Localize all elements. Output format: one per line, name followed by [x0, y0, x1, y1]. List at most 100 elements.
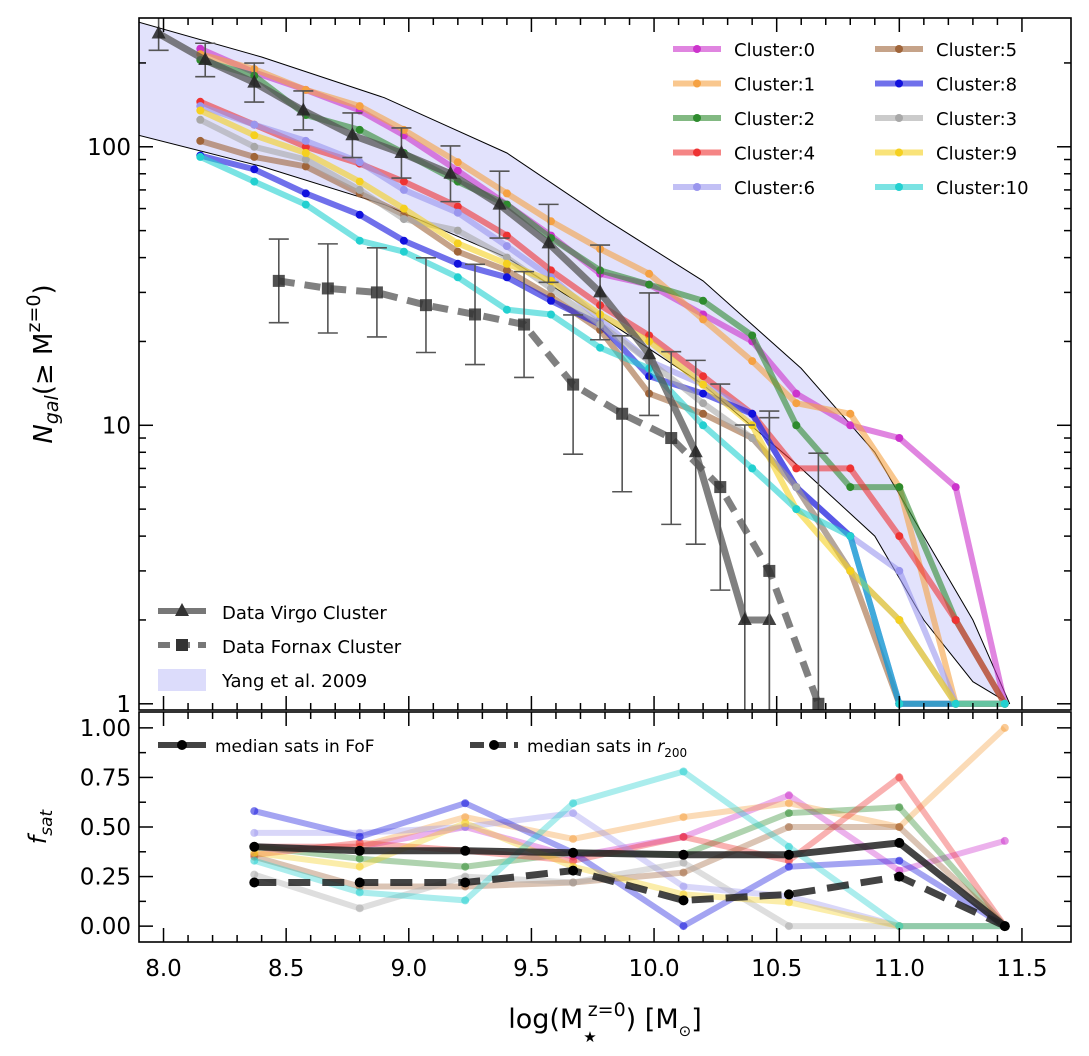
fornax-marker: [321, 282, 334, 295]
point-cluster-10: [951, 699, 960, 708]
fsat-point-cluster-8: [895, 856, 904, 865]
fsat-point-cluster-10: [784, 842, 793, 851]
fornax-line: [278, 277, 822, 706]
virgo-marker: [198, 51, 213, 65]
fsat-point-cluster-8: [784, 862, 793, 871]
point-cluster-4: [399, 177, 408, 186]
bottom-panel: 0.00 0.25 0.50 0.75 1.00 8.0 8.5 9.0 9.5 10.0 10.…: [24, 711, 1072, 982]
point-cluster-0: [846, 421, 855, 430]
fsat-point-cluster-0: [1000, 836, 1009, 845]
median-r200-point: [783, 889, 794, 900]
median-r200-point: [354, 877, 365, 888]
legend-swatch-point: [693, 148, 701, 157]
point-cluster-8: [547, 296, 555, 305]
bottom-ytick-label: 0.00: [80, 914, 131, 940]
fsat-series: [250, 723, 1009, 931]
median-r200-line: [254, 867, 1007, 930]
fornax-marker: [272, 274, 285, 287]
point-cluster-6: [453, 208, 462, 217]
bottom-ylabel: fsat: [24, 808, 57, 844]
point-cluster-3: [250, 142, 259, 151]
legend-swatch-point: [693, 114, 701, 122]
legend-cluster-2: Cluster:2: [673, 109, 815, 130]
top-ytick-labels: 1 10 100: [87, 135, 131, 718]
virgo-marker: [541, 235, 556, 249]
bottom-xtick-label: 8.5: [268, 956, 305, 982]
point-cluster-1: [846, 409, 855, 418]
bottom-xtick-label: 8.0: [145, 956, 182, 982]
median-series: [249, 837, 1010, 932]
point-cluster-9: [502, 259, 511, 268]
legend-label: Cluster:8: [936, 75, 1017, 96]
median-r200-point: [249, 877, 260, 888]
median-fof-line: [254, 839, 1007, 929]
point-cluster-0: [792, 389, 801, 398]
fsat-point-cluster-8: [250, 807, 259, 816]
point-cluster-9: [355, 177, 364, 186]
fornax-marker: [665, 432, 678, 445]
top-ylabel: Ngal(≥ Mz=0): [23, 284, 63, 443]
median-r200: [249, 865, 1010, 932]
point-cluster-2: [645, 280, 654, 289]
point-cluster-8: [399, 236, 408, 245]
bottom-xtick-label: 11.5: [996, 956, 1047, 982]
fsat-point-cluster-8: [461, 799, 470, 808]
bottom-xtick-labels: 8.0 8.5 9.0 9.5 10.0 10.5 11.0 11.5: [145, 956, 1047, 982]
fsat-point-cluster-10: [461, 896, 470, 905]
point-cluster-10: [301, 200, 310, 209]
cluster-legend: Cluster:0 Cluster:5 Cluster:1 Cluster:8 Clus…: [673, 40, 1029, 199]
point-cluster-3: [699, 399, 708, 408]
legend-swatch-point: [895, 79, 903, 88]
fornax-marker: [370, 286, 383, 299]
fsat-point-cluster-4: [679, 832, 688, 841]
fsat-point-cluster-2: [461, 862, 470, 871]
fsat-point-cluster-4: [355, 838, 364, 847]
fsat-point-cluster-3: [355, 904, 364, 913]
observation-legend: Data Virgo Cluster Data Fornax Cluster Y…: [158, 603, 402, 692]
legend-label: Cluster:2: [734, 109, 815, 130]
point-cluster-4: [699, 372, 708, 381]
top-ytick-label: 10: [102, 413, 131, 439]
legend-cluster-3: Cluster:3: [875, 109, 1017, 130]
legend-cluster-1: Cluster:1: [673, 75, 815, 96]
point-cluster-4: [792, 464, 801, 473]
point-cluster-9: [301, 149, 310, 157]
virgo-marker: [642, 346, 657, 360]
fsat-point-cluster-3: [679, 858, 688, 867]
bottom-plot-frame: [138, 711, 1072, 943]
fsat-point-cluster-5: [895, 823, 904, 831]
point-cluster-10: [250, 177, 259, 186]
point-cluster-3: [355, 185, 364, 194]
fornax-marker: [518, 318, 531, 331]
legend-cluster-5: Cluster:5: [875, 40, 1017, 61]
legend-swatch-point: [693, 79, 701, 88]
point-cluster-1: [355, 102, 364, 111]
legend-yang: Yang et al. 2009: [158, 669, 367, 692]
point-cluster-0: [951, 483, 960, 492]
top-axis-ticks: [139, 18, 1071, 710]
point-cluster-3: [301, 155, 310, 164]
bottom-ytick-labels: 0.00 0.25 0.50 0.75 1.00: [80, 716, 131, 940]
point-cluster-6: [355, 158, 364, 167]
point-cluster-3: [453, 226, 462, 235]
bottom-axis-ticks: [139, 712, 1071, 942]
point-cluster-4: [895, 532, 904, 541]
fsat-point-cluster-0: [784, 791, 793, 800]
fsat-line-cluster-4: [253, 773, 1008, 928]
fsat-point-cluster-4: [895, 773, 904, 782]
point-cluster-1: [453, 158, 462, 167]
bottom-ytick-label: 0.50: [80, 815, 131, 841]
legend-label: Cluster:0: [734, 40, 815, 61]
top-ytick-label: 100: [87, 135, 131, 161]
point-cluster-9: [196, 106, 205, 115]
point-cluster-10: [547, 310, 555, 319]
x-axis-label: log(M★z=0) [M⊙]: [508, 999, 702, 1046]
median-r200-point: [678, 895, 689, 906]
legend-cluster-9: Cluster:9: [875, 144, 1017, 165]
fsat-point-cluster-10: [679, 767, 688, 776]
point-cluster-5: [250, 152, 259, 161]
point-cluster-10: [453, 273, 462, 282]
bottom-xtick-label: 9.0: [391, 956, 428, 982]
legend-label: Cluster:3: [936, 109, 1017, 130]
fsat-line-cluster-8: [253, 799, 1007, 930]
